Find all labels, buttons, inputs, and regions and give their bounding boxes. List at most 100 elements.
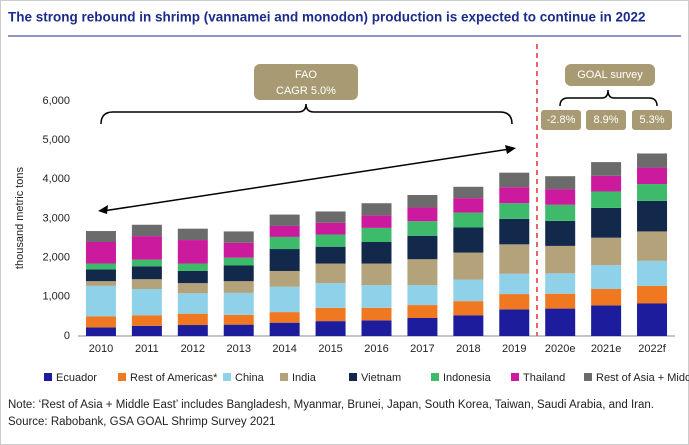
legend-label: Ecuador [56,372,97,384]
chart-title: The strong rebound in shrimp (vannamei a… [8,10,646,25]
bar-segment [315,321,346,336]
bar-segment [545,204,576,221]
bar-segment [85,263,116,270]
bar-segment [223,292,254,315]
legend-label: Rest of Asia + Middle East** [596,372,689,384]
fao-brace [100,103,513,125]
bar-segment [177,263,208,271]
bar-segment [177,270,208,284]
y-tick-label: 0 [64,330,70,342]
x-tick-label: 2021e [591,343,622,355]
x-tick-label: 2017 [410,343,434,355]
x-tick-label: 2012 [181,343,205,355]
legend-swatch [118,373,126,381]
x-tick-label: 2020e [545,343,576,355]
bar-segment [361,263,392,286]
goal-box [565,64,655,86]
bar-segment [361,285,392,308]
bar-segment [315,211,346,223]
bar-segment [361,203,392,216]
change-box [586,110,626,130]
bar-segment [269,214,300,226]
bar-segment [223,257,254,266]
bar-segment [131,266,162,280]
bar-segment [223,324,254,336]
bar-segment [591,237,622,266]
bar-segment [453,279,484,302]
y-tick-label: 6,000 [42,95,70,107]
legend-label: Thailand [523,372,565,384]
bar-segment [499,203,530,219]
bar-segment [315,263,346,284]
x-tick-label: 2022f [638,343,666,355]
bar-segment [407,207,438,222]
bar-segment [269,312,300,323]
bar-segment [545,273,576,294]
x-tick-label: 2011 [135,343,159,355]
bar-segment [637,260,668,286]
bar-segment [407,259,438,286]
bar-segment [177,325,208,336]
change-box [632,110,672,130]
y-tick-label: 3,000 [42,212,70,224]
legend-swatch [280,373,288,381]
x-tick-label: 2014 [272,343,296,355]
bar-segment [177,313,208,326]
bar-segment [407,195,438,208]
bar-segment [637,303,668,336]
bar-segment [637,167,668,185]
y-tick-label: 2,000 [42,252,70,264]
bar-segment [545,189,576,205]
y-tick-label: 5,000 [42,134,70,146]
bar-segment [453,198,484,213]
bar-segment [131,259,162,267]
bar-segment [223,231,254,243]
legend-swatch [431,373,439,381]
bar-segment [85,285,116,317]
change-box [541,110,581,130]
bar-segment [499,187,530,204]
arrow-head [505,145,516,154]
fao-arrow [102,148,511,212]
bar-segment [131,236,162,260]
bar-segment [637,200,668,232]
bar-segment [85,327,116,336]
bar-segment [591,191,622,208]
bar-segment [361,242,392,264]
bar-segment [85,269,116,282]
x-tick-label: 2010 [89,343,113,355]
bar-segment [637,285,668,304]
legend-label: Vietnam [361,372,401,384]
bar-segment [499,218,530,245]
bar-segment [315,307,346,322]
x-tick-label: 2015 [318,343,342,355]
change-label: 8.9% [593,114,618,126]
goal-label: GOAL survey [577,69,643,81]
bar-segment [223,242,254,258]
bar-segment [269,322,300,336]
bar-segment [315,283,346,308]
bar-segment [85,316,116,328]
bar-segment [407,235,438,260]
bar-segment [499,244,530,274]
bar-segment [637,184,668,201]
bar-segment [269,286,300,313]
bar-segment [131,315,162,326]
bar-segment [591,305,622,336]
bar-segment [131,325,162,336]
bar-segment [407,305,438,318]
legend-swatch [223,373,231,381]
legend-swatch [349,373,357,381]
bar-segment [269,270,300,287]
fao-label: FAO [295,69,317,81]
bar-segment [453,212,484,228]
bar-segment [361,215,392,228]
legend-label: Indonesia [443,372,492,384]
bar-segment [361,320,392,336]
bar-segment [269,225,300,237]
bar-segment [315,222,346,235]
bar-segment [453,186,484,199]
bar-segment [499,172,530,188]
bar-segment [315,246,346,264]
